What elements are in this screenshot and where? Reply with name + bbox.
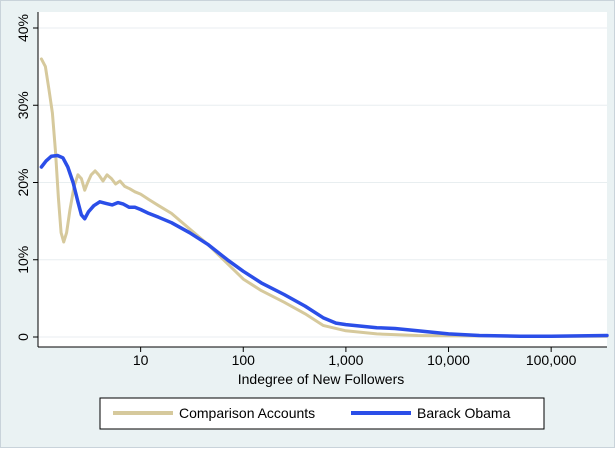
y-tick-label: 10% bbox=[15, 246, 31, 274]
legend-label-comparison-accounts: Comparison Accounts bbox=[179, 405, 315, 421]
y-axis-ticks: 0 10% 20% 30% 40% bbox=[15, 14, 38, 341]
legend-label-barack-obama: Barack Obama bbox=[417, 405, 511, 421]
legend-box bbox=[99, 397, 545, 430]
series-line-comparison-accounts bbox=[39, 57, 609, 338]
y-tick-label: 30% bbox=[15, 91, 31, 119]
x-tick-label: 100,000 bbox=[526, 352, 577, 368]
x-axis-ticks: 10 100 1,000 10,000 100,000 bbox=[133, 347, 577, 368]
series-lines bbox=[39, 57, 609, 338]
axes bbox=[37, 12, 607, 348]
plot-area bbox=[38, 12, 607, 347]
x-tick-label: 10 bbox=[133, 352, 149, 368]
x-tick-label: 10,000 bbox=[427, 352, 470, 368]
y-tick-label: 20% bbox=[15, 168, 31, 196]
y-tick-label: 0 bbox=[15, 333, 31, 341]
x-tick-label: 1,000 bbox=[328, 352, 363, 368]
legend: Comparison Accounts Barack Obama bbox=[99, 397, 545, 430]
series-line-barack-obama bbox=[39, 153, 609, 338]
x-axis-label: Indegree of New Followers bbox=[238, 371, 405, 387]
y-tick-label: 40% bbox=[15, 14, 31, 42]
x-tick-label: 100 bbox=[232, 352, 256, 368]
